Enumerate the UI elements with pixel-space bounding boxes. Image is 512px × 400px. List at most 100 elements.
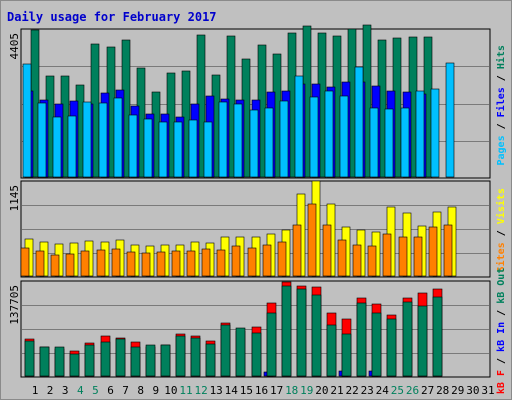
legend-part: kB Out <box>496 268 507 304</box>
x-tick-label-day-30: 30 <box>466 384 479 397</box>
bar-kb-out-day-7 <box>115 338 126 377</box>
x-tick-label-day-21: 21 <box>330 384 343 397</box>
bar-sites-day-3 <box>50 254 60 277</box>
legend-part: / <box>496 69 507 87</box>
bar-sites-day-15 <box>231 245 241 277</box>
bar-kb-out-day-19 <box>296 288 307 377</box>
bar-pages-day-18 <box>279 100 289 178</box>
bar-kb-out-day-26 <box>402 301 413 377</box>
bar-sites-day-7 <box>111 248 121 277</box>
x-tick-label-day-24: 24 <box>376 384 390 397</box>
bar-sites-day-12 <box>186 250 196 277</box>
bar-kb-out-day-27 <box>417 305 428 377</box>
x-tick-label-day-16: 16 <box>255 384 268 397</box>
x-tick-label-day-20: 20 <box>315 384 328 397</box>
bar-sites-day-6 <box>96 249 106 277</box>
legend-part: kB F <box>496 370 507 394</box>
bar-kb-out-day-28 <box>432 296 443 377</box>
x-tick-label-day-19: 19 <box>300 384 313 397</box>
bar-sites-day-26 <box>398 236 408 277</box>
x-tick-label-day-4: 4 <box>77 384 84 397</box>
bar-pages-day-15 <box>233 103 243 178</box>
x-tick-label-day-8: 8 <box>137 384 144 397</box>
bar-pages-day-3 <box>52 116 62 178</box>
x-tick-label-day-7: 7 <box>122 384 129 397</box>
bar-sites-day-20 <box>307 203 317 277</box>
x-tick-label-day-17: 17 <box>270 384 283 397</box>
bar-kb-out-day-24 <box>371 312 382 377</box>
bar-sites-day-9 <box>141 252 151 277</box>
bar-sites-day-11 <box>171 250 181 277</box>
x-tick-label-day-2: 2 <box>47 384 54 397</box>
bar-kb-out-day-23 <box>356 302 367 377</box>
bar-kb-out-day-22 <box>341 333 352 377</box>
x-tick-label-day-31: 31 <box>481 384 494 397</box>
bar-kb-out-day-5 <box>84 344 95 377</box>
bar-pages-day-22 <box>339 95 349 178</box>
bar-pages-day-26 <box>400 107 410 178</box>
bar-kb-out-day-14 <box>220 324 231 377</box>
x-tick-label-day-18: 18 <box>285 384 298 397</box>
bar-sites-day-28 <box>428 226 438 277</box>
bar-sites-day-2 <box>35 250 45 277</box>
series-legend-label: kB F / kB In / kB Out <box>496 268 507 394</box>
bar-kb-out-day-21 <box>326 324 337 377</box>
bar-sites-day-8 <box>126 251 136 277</box>
bar-pages-day-10 <box>158 121 168 178</box>
bar-pages-day-17 <box>264 107 274 178</box>
bar-sites-day-22 <box>337 239 347 277</box>
bar-sites-day-17 <box>262 244 272 277</box>
legend-part: / <box>496 117 507 135</box>
legend-part: Sites <box>495 242 507 272</box>
bar-pages-day-24 <box>369 107 379 178</box>
x-tick-label-day-28: 28 <box>436 384 449 397</box>
bar-sites-day-29 <box>443 224 453 277</box>
bar-pages-day-29 <box>445 62 455 178</box>
bar-pages-day-8 <box>128 114 138 178</box>
bar-kb-out-day-13 <box>205 343 216 377</box>
x-tick-label-day-10: 10 <box>164 384 177 397</box>
bar-kb-out-day-25 <box>386 318 397 377</box>
x-tick-label-day-25: 25 <box>391 384 404 397</box>
bar-sites-day-16 <box>247 247 257 277</box>
bar-pages-day-16 <box>249 109 259 178</box>
bar-kb-out-day-15 <box>235 327 246 377</box>
x-tick-label-day-3: 3 <box>62 384 69 397</box>
bar-pages-day-6 <box>98 102 108 178</box>
bar-kb-out-day-18 <box>281 285 292 377</box>
bar-sites-day-1 <box>20 247 30 277</box>
legend-part: / <box>496 304 507 322</box>
x-tick-label-day-22: 22 <box>345 384 358 397</box>
bar-sites-day-21 <box>322 224 332 277</box>
bar-pages-day-25 <box>384 108 394 178</box>
bar-sites-day-23 <box>352 244 362 277</box>
bar-pages-day-7 <box>113 97 123 178</box>
x-tick-label-day-9: 9 <box>152 384 159 397</box>
x-tick-label-day-26: 26 <box>406 384 419 397</box>
bar-kb-out-day-17 <box>266 312 277 377</box>
bar-sites-day-4 <box>65 253 75 277</box>
series-legend-label: Pages / Files / Hits <box>495 45 507 165</box>
chart-title: Daily usage for February 2017 <box>7 10 217 24</box>
bar-sites-day-5 <box>80 250 90 277</box>
x-tick-label-day-14: 14 <box>225 384 239 397</box>
bar-kb-out-day-10 <box>160 344 171 377</box>
legend-part: Files <box>495 87 507 117</box>
legend-part: / <box>496 352 507 370</box>
bar-pages-day-5 <box>82 101 92 178</box>
x-tick-label-day-11: 11 <box>179 384 192 397</box>
bar-kb-out-day-12 <box>190 337 201 377</box>
series-legend-label: Sites / Visits <box>495 188 507 272</box>
bar-pages-day-27 <box>415 90 425 178</box>
bar-sites-day-14 <box>216 249 226 277</box>
x-tick-label-day-6: 6 <box>107 384 114 397</box>
bar-sites-day-10 <box>156 251 166 277</box>
bar-kb-out-day-2 <box>39 346 50 377</box>
bar-kb-out-day-16 <box>251 332 262 377</box>
x-tick-label-day-27: 27 <box>421 384 434 397</box>
bar-pages-day-9 <box>143 118 153 178</box>
bar-pages-day-4 <box>67 115 77 178</box>
legend-part: / <box>496 224 507 242</box>
bar-kb-out-day-4 <box>69 353 80 377</box>
